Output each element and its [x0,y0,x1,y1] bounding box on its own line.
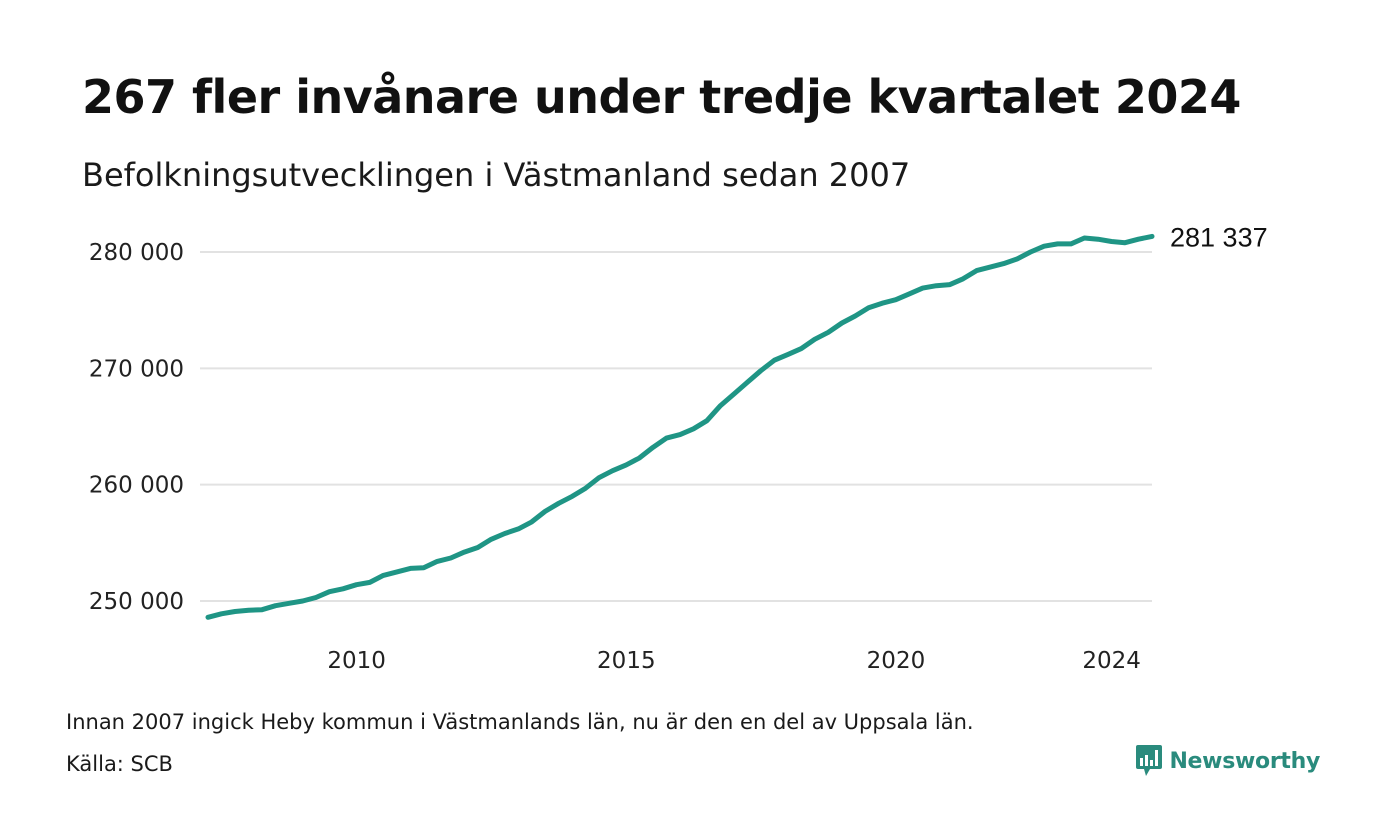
chart-footnote: Innan 2007 ingick Heby kommun i Västmanl… [66,710,974,734]
population-line-chart: 250 000 260 000 270 000 280 000 2010 2015 202… [89,222,1268,674]
y-tick-label: 260 000 [89,473,184,499]
x-tick-label: 2020 [867,648,926,674]
x-axis-ticks: 2010 2015 2020 2024 [327,648,1141,674]
x-tick-label: 2015 [597,648,656,674]
population-series-line [205,233,1155,620]
newsworthy-brand[interactable]: Newsworthy [1135,744,1320,778]
end-value-label: 281 337 [1170,222,1268,252]
chart-title: 267 fler invånare under tredje kvartalet… [82,70,1241,124]
chart-subtitle: Befolkningsutvecklingen i Västmanland se… [82,156,911,194]
end-label-group: 281 337 [1170,222,1268,252]
x-tick-label: 2010 [327,648,386,674]
newsworthy-logo-icon [1136,745,1163,776]
y-tick-label: 270 000 [89,356,184,382]
brand-name: Newsworthy [1169,748,1320,774]
y-tick-label: 250 000 [89,589,184,615]
y-axis-ticks: 250 000 260 000 270 000 280 000 [89,240,184,615]
x-tick-label: 2024 [1082,648,1141,674]
grid-lines [200,251,1152,602]
series-group [205,233,1155,620]
chart-source: Källa: SCB [66,752,173,776]
y-tick-label: 280 000 [89,240,184,266]
